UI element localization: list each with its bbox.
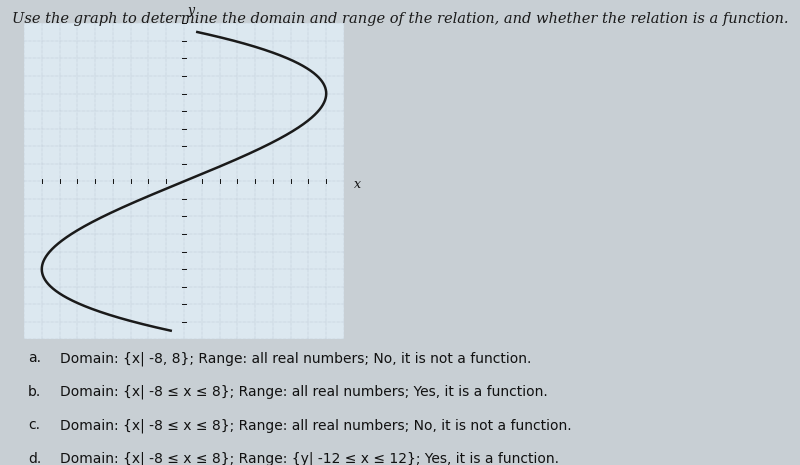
- Text: Domain: {x| -8 ≤ x ≤ 8}; Range: {y| -12 ≤ x ≤ 12}; Yes, it is a function.: Domain: {x| -8 ≤ x ≤ 8}; Range: {y| -12 …: [60, 452, 559, 465]
- Text: a.: a.: [28, 351, 41, 365]
- Text: y: y: [187, 5, 194, 18]
- Text: Use the graph to determine the domain and range of the relation, and whether the: Use the graph to determine the domain an…: [12, 12, 788, 26]
- Text: d.: d.: [28, 452, 42, 465]
- Text: c.: c.: [28, 418, 40, 432]
- Text: Domain: {x| -8 ≤ x ≤ 8}; Range: all real numbers; Yes, it is a function.: Domain: {x| -8 ≤ x ≤ 8}; Range: all real…: [60, 385, 548, 399]
- Text: Domain: {x| -8, 8}; Range: all real numbers; No, it is not a function.: Domain: {x| -8, 8}; Range: all real numb…: [60, 351, 531, 365]
- Text: Domain: {x| -8 ≤ x ≤ 8}; Range: all real numbers; No, it is not a function.: Domain: {x| -8 ≤ x ≤ 8}; Range: all real…: [60, 418, 572, 432]
- Text: b.: b.: [28, 385, 42, 399]
- Text: x: x: [354, 179, 361, 192]
